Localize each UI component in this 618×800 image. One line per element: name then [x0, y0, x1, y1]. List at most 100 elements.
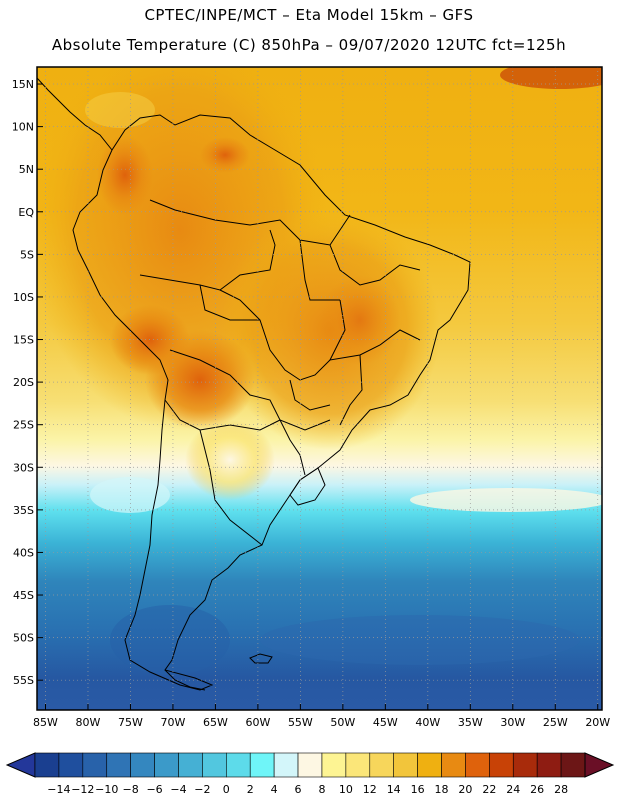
latitude-tick-label: 50S — [13, 632, 34, 645]
longitude-tick-label: 75W — [118, 716, 143, 729]
colorbar-label: 6 — [295, 783, 302, 796]
colorbar-label: 8 — [318, 783, 325, 796]
state-border — [289, 379, 331, 411]
colorbar-under-arrow — [5, 752, 36, 778]
latitude-tick-label: 45S — [13, 589, 34, 602]
colorbar-swatch — [512, 752, 538, 778]
country-border — [279, 419, 306, 476]
latitude-tick-label: 35S — [13, 504, 34, 517]
colorbar-label: −14 — [47, 783, 70, 796]
latitude-axis: 15N 10N 5N EQ 5S 10S 15S 20S 25S 30S 35S 40S 45S 50S 5… — [12, 78, 43, 687]
colorbar-over-arrow — [584, 752, 615, 778]
colorbar-label: 0 — [223, 783, 230, 796]
colorbar-label: −12 — [71, 783, 94, 796]
map-frame — [36, 66, 603, 711]
colorbar-swatch — [536, 752, 562, 778]
colorbar-swatch — [417, 752, 442, 778]
colorbar-swatch — [106, 752, 131, 778]
colorbar: −14 −12 −10 −8 −6 −4 −2 0 2 4 6 8 10 12 14 16 18 20 22 24 26… — [5, 752, 615, 796]
colorbar-label: 22 — [482, 783, 496, 796]
colorbar-label: −10 — [95, 783, 118, 796]
longitude-tick-label: 30W — [500, 716, 525, 729]
map-title-line-1: CPTEC/INPE/MCT – Eta Model 15km – GFS — [144, 6, 474, 24]
colorbar-label: 26 — [530, 783, 544, 796]
latitude-tick-label: 30S — [13, 461, 34, 474]
colorbar-swatch — [465, 752, 490, 778]
colorbar-swatch — [130, 752, 155, 778]
coastlines-and-borders — [37, 77, 471, 691]
colorbar-swatch — [58, 752, 84, 778]
colorbar-swatch — [560, 752, 586, 778]
longitude-tick-label: 20W — [585, 716, 610, 729]
colorbar-swatch — [345, 752, 371, 778]
central-america-coastline — [37, 77, 113, 151]
latitude-tick-label: 25S — [13, 419, 34, 432]
longitude-tick-label: 70W — [161, 716, 186, 729]
state-border — [329, 244, 421, 286]
colorbar-swatch — [154, 752, 179, 778]
state-border — [299, 239, 340, 301]
state-border — [339, 354, 363, 426]
colorbar-label: 28 — [554, 783, 568, 796]
colorbar-label: 10 — [339, 783, 353, 796]
colorbar-swatch — [489, 752, 514, 778]
colorbar-swatch — [226, 752, 251, 778]
country-border — [219, 289, 331, 381]
latitude-tick-label: 10S — [13, 291, 34, 304]
longitude-tick-label: 65W — [203, 716, 228, 729]
longitude-tick-label: 50W — [330, 716, 355, 729]
latitude-tick-label: 55S — [13, 674, 34, 687]
country-border — [199, 429, 263, 546]
colorbar-label: 18 — [435, 783, 449, 796]
map-title-line-2: Absolute Temperature (C) 850hPa – 09/07/… — [51, 36, 567, 54]
longitude-tick-label: 80W — [76, 716, 101, 729]
longitude-tick-label: 85W — [33, 716, 58, 729]
latitude-tick-label: 10N — [12, 121, 34, 134]
latitude-tick-label: EQ — [18, 206, 34, 219]
colorbar-label: 2 — [247, 783, 254, 796]
colorbar-swatch — [273, 752, 299, 778]
colorbar-label: 16 — [411, 783, 425, 796]
longitude-tick-label: 55W — [288, 716, 313, 729]
colorbar-swatch — [393, 752, 418, 778]
latitude-tick-label: 20S — [13, 376, 34, 389]
longitude-tick-label: 40W — [415, 716, 440, 729]
colorbar-swatch — [34, 752, 60, 778]
colorbar-swatch — [441, 752, 466, 778]
latitude-tick-label: 40S — [13, 546, 34, 559]
colorbar-swatch — [202, 752, 227, 778]
colorbar-label: −4 — [170, 783, 186, 796]
south-america-coastline — [72, 114, 471, 691]
temperature-field — [37, 67, 602, 710]
colorbar-label: −2 — [194, 783, 210, 796]
state-border — [199, 284, 260, 321]
longitude-tick-label: 45W — [373, 716, 398, 729]
colorbar-label: −8 — [123, 783, 139, 796]
latitude-tick-label: 15S — [13, 334, 34, 347]
latitude-tick-label: 15N — [12, 78, 34, 91]
colorbar-label: 14 — [387, 783, 401, 796]
latitude-tick-label: 5N — [19, 163, 34, 176]
longitude-tick-label: 35W — [458, 716, 483, 729]
longitude-tick-label: 25W — [543, 716, 568, 729]
country-border — [139, 229, 276, 291]
longitude-axis: 85W 80W 75W 70W 65W 60W 55W 50W 45W 40W 35W 30W 25W 2… — [33, 704, 610, 729]
colorbar-swatch — [297, 752, 323, 778]
island-coast — [164, 669, 206, 691]
colorbar-label: 4 — [271, 783, 278, 796]
latitude-tick-label: 5S — [20, 248, 34, 261]
country-border — [169, 349, 331, 431]
uruguay-border — [289, 467, 326, 506]
longitude-tick-label: 60W — [245, 716, 270, 729]
colorbar-label: 20 — [458, 783, 472, 796]
colorbar-swatch — [82, 752, 108, 778]
country-border — [164, 399, 281, 431]
island-falklands — [249, 653, 273, 664]
colorbar-label: 24 — [506, 783, 520, 796]
colorbar-swatch — [321, 752, 347, 778]
colorbar-swatch — [249, 752, 275, 778]
colorbar-swatch — [178, 752, 203, 778]
colorbar-swatch — [369, 752, 394, 778]
colorbar-label: −6 — [146, 783, 162, 796]
